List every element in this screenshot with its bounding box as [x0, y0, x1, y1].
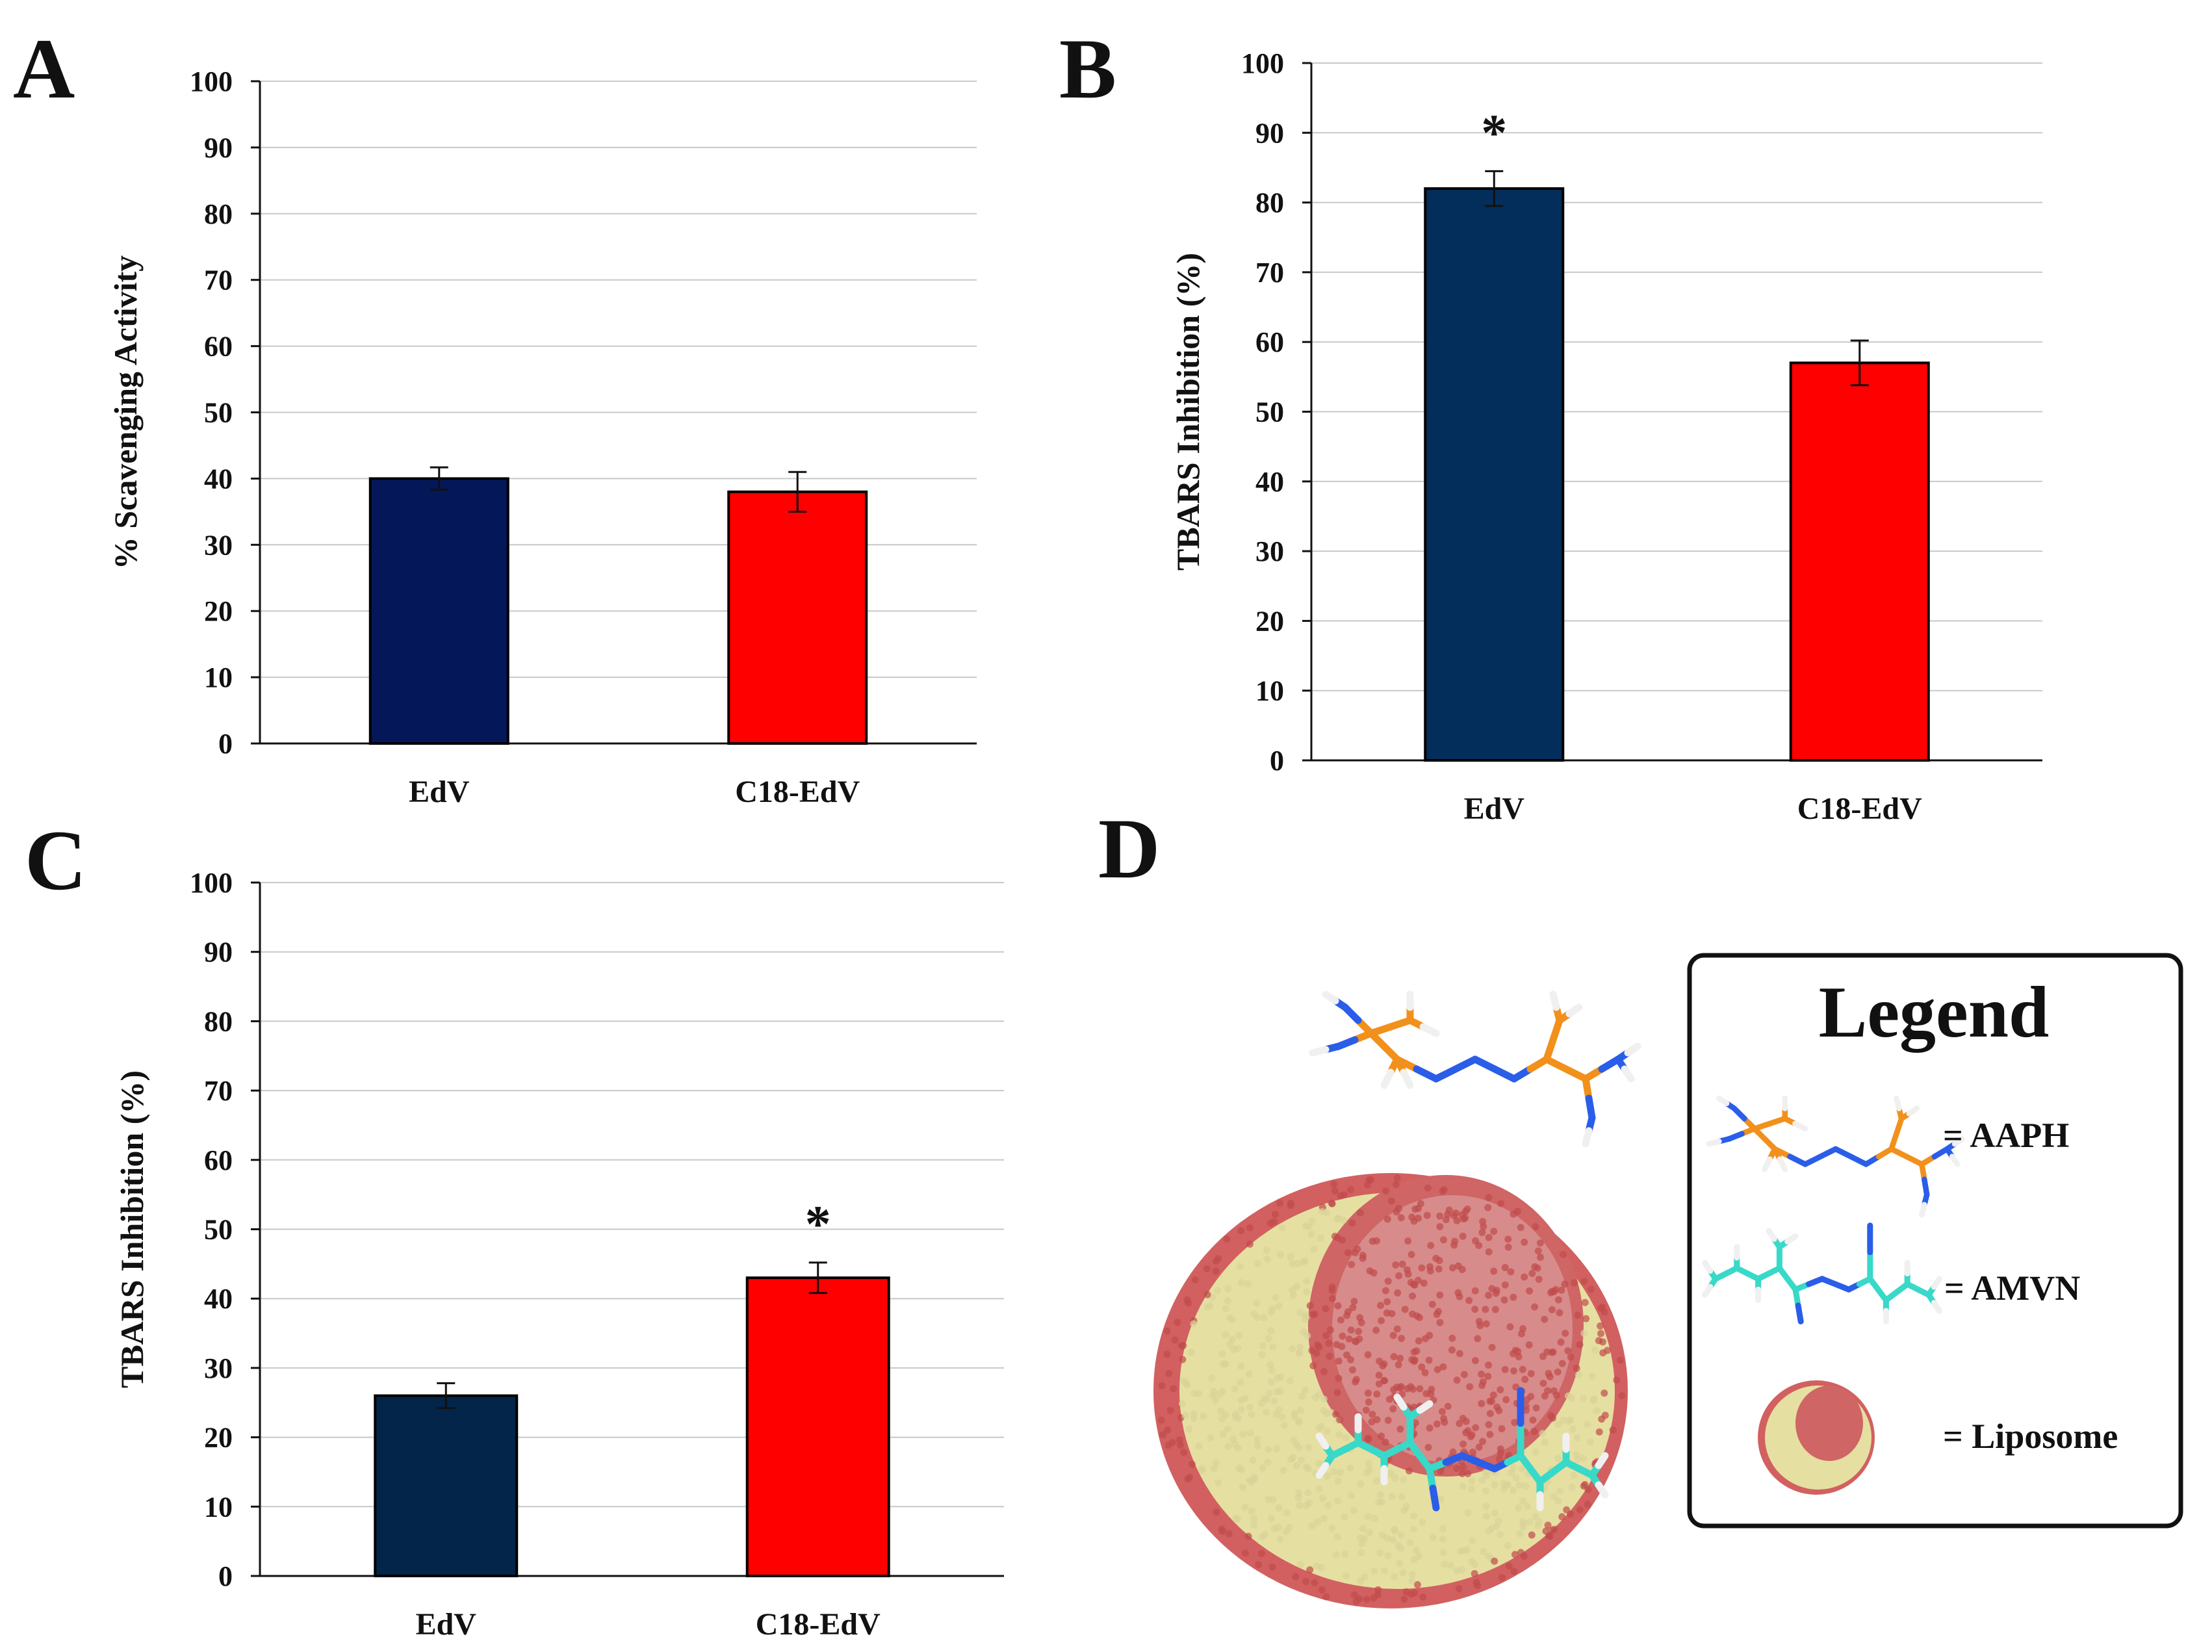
- bar-edv: [1424, 187, 1565, 762]
- y-tick-label: 50: [1255, 396, 1284, 428]
- y-tick-label: 80: [1255, 187, 1284, 219]
- y-axis-label: % Scavenging Activity: [107, 255, 144, 569]
- bar-c18-edv: [1789, 361, 1930, 762]
- y-tick-label: 50: [204, 397, 233, 429]
- legend-box: Legend = AAPH = AMVN = Liposome: [1687, 953, 2183, 1529]
- y-tick-label: 10: [1255, 675, 1284, 707]
- y-axis-label: TBARS Inhibition (%): [1170, 253, 1206, 571]
- legend-liposome-icon: [1758, 1380, 1875, 1495]
- legend-amvn-icon: [1702, 1222, 1942, 1324]
- legend-liposome-label: = Liposome: [1943, 1417, 2118, 1456]
- significance-marker: *: [805, 1196, 831, 1254]
- y-tick-label: 70: [204, 1075, 233, 1107]
- bar-c18-edv: [745, 1276, 890, 1577]
- y-tick-label: 40: [1255, 466, 1284, 498]
- bar-edv: [368, 477, 509, 745]
- y-tick-label: 10: [204, 662, 233, 693]
- panel-a-chart: A 0 10 20 30 40 50 60 70 80 90 100 % Scavenging Act…: [13, 21, 977, 809]
- y-tick-label: 40: [204, 1283, 233, 1315]
- category-label: C18-EdV: [1797, 792, 1922, 826]
- significance-marker: *: [1481, 105, 1507, 162]
- y-tick-label: 80: [204, 198, 233, 230]
- aaph-molecule: [1309, 990, 1641, 1148]
- y-axis-label: TBARS Inhibition (%): [114, 1070, 150, 1388]
- category-label: EdV: [409, 775, 470, 809]
- category-label: EdV: [1464, 792, 1525, 826]
- y-tick-label: 80: [204, 1005, 233, 1037]
- y-tick-label: 0: [218, 728, 233, 760]
- category-label: C18-EdV: [756, 1607, 881, 1642]
- bar-edv: [374, 1394, 519, 1578]
- y-tick-label: 30: [204, 529, 233, 561]
- y-tick-label: 60: [1255, 326, 1284, 358]
- panel-d-illustration: D Legend = AAPH = AMVN = Liposo: [1098, 801, 2183, 1608]
- y-tick-label: 60: [204, 331, 233, 363]
- y-tick-label: 20: [204, 1422, 233, 1454]
- amvn-molecule: [1315, 1387, 1609, 1512]
- liposome-illustration: [1153, 1173, 1628, 1608]
- y-tick-label: 30: [1255, 536, 1284, 567]
- y-tick-label: 20: [1255, 605, 1284, 637]
- panel-c-letter: C: [25, 812, 86, 908]
- category-label: EdV: [416, 1607, 477, 1642]
- y-tick-label: 100: [190, 867, 233, 899]
- y-tick-label: 100: [1241, 47, 1284, 79]
- category-label: C18-EdV: [735, 775, 860, 809]
- y-tick-label: 70: [204, 265, 233, 296]
- y-tick-label: 20: [204, 595, 233, 627]
- y-tick-label: 40: [204, 463, 233, 495]
- legend-amvn-label: = AMVN: [1944, 1269, 2080, 1308]
- y-tick-label: 60: [204, 1144, 233, 1176]
- y-tick-label: 30: [204, 1352, 233, 1384]
- y-tick-label: 0: [218, 1560, 233, 1592]
- panel-b-letter: B: [1059, 21, 1116, 116]
- legend-aaph-icon: [1706, 1095, 1966, 1218]
- y-tick-label: 0: [1270, 745, 1284, 777]
- panel-b-chart: B 0 10 20 30 40 50 60 70 80 90 100 TBARS Inhibition…: [1059, 21, 2042, 826]
- y-tick-label: 50: [204, 1214, 233, 1246]
- y-tick-label: 90: [204, 132, 233, 164]
- liposome-core: [1332, 1195, 1573, 1463]
- legend-title: Legend: [1819, 972, 2050, 1053]
- panel-c-chart: C 0 10 20 30 40 50 60 70 80 90 100 TBARS Inhibition…: [25, 812, 1004, 1642]
- panel-d-letter: D: [1098, 801, 1160, 896]
- panel-a-letter: A: [13, 21, 75, 116]
- legend-aaph-label: = AAPH: [1943, 1116, 2069, 1155]
- bar-c18-edv: [727, 490, 868, 745]
- y-tick-label: 10: [204, 1491, 233, 1523]
- y-tick-label: 70: [1255, 257, 1284, 289]
- y-tick-label: 90: [204, 936, 233, 968]
- y-tick-label: 100: [190, 66, 233, 97]
- y-tick-label: 90: [1255, 117, 1284, 149]
